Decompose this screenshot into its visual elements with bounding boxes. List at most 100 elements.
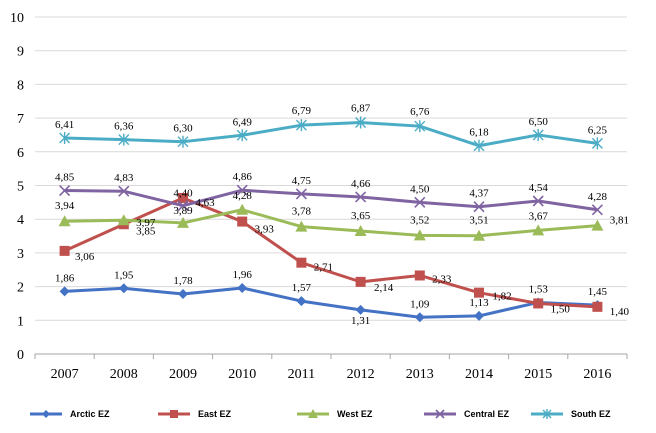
data-point-east-ez — [296, 257, 307, 268]
data-label-arctic-ez: 1,96 — [233, 269, 253, 281]
data-label-central-ez: 4,50 — [410, 183, 430, 195]
data-label-arctic-ez: 1,57 — [292, 282, 312, 294]
data-label-east-ez: 1,40 — [610, 306, 630, 318]
data-point-east-ez — [533, 298, 544, 309]
data-label-arctic-ez: 1,09 — [410, 298, 430, 310]
data-point-west-ez — [295, 220, 308, 232]
legend-label-south-ez: South EZ — [571, 409, 611, 419]
data-point-south-ez — [236, 129, 248, 142]
series-line-arctic-ez — [64, 286, 598, 319]
data-label-west-ez: 3,67 — [529, 210, 549, 222]
x-tick-label: 2016 — [583, 367, 611, 382]
data-label-arctic-ez: 1,13 — [469, 297, 489, 309]
data-point-west-ez — [473, 229, 485, 241]
y-axis-tick-labels: 0 1 2 3 4 5 6 7 8 9 10 — [10, 11, 24, 363]
data-label-central-ez: 4,75 — [292, 175, 312, 187]
y-tick-label: 2 — [17, 281, 24, 296]
data-point-central-ez — [59, 184, 71, 197]
series-lines — [58, 116, 604, 323]
gridlines — [34, 16, 628, 359]
data-label-arctic-ez: 1,86 — [55, 272, 75, 284]
legend-marker-west-ez — [308, 409, 318, 418]
data-point-arctic-ez — [355, 304, 366, 315]
data-point-arctic-ez — [237, 282, 248, 293]
data-point-central-ez — [295, 188, 307, 200]
data-label-south-ez: 6,49 — [233, 116, 253, 128]
data-label-west-ez: 3,52 — [410, 214, 429, 226]
data-point-west-ez — [177, 216, 189, 228]
data-label-central-ez: 4,28 — [588, 191, 608, 203]
data-label-east-ez: 4,63 — [195, 197, 215, 209]
data-point-arctic-ez — [118, 283, 129, 294]
series-line-south-ez — [64, 120, 598, 148]
data-label-central-ez: 4,66 — [351, 178, 371, 190]
data-label-south-ez: 6,76 — [410, 106, 430, 118]
data-label-west-ez: 3,97 — [136, 217, 156, 229]
data-labels: 1,86 1,95 1,78 1,96 1,57 1,31 1,09 1,13 1,53 1,45… — [55, 102, 630, 326]
x-tick-label: 2011 — [288, 367, 315, 382]
data-label-west-ez: 3,89 — [173, 205, 193, 217]
data-point-arctic-ez — [59, 286, 70, 297]
legend-label-central-ez: Central EZ — [464, 409, 510, 419]
data-label-south-ez: 6,41 — [55, 119, 74, 131]
data-point-central-ez — [118, 185, 130, 197]
data-point-east-ez — [237, 216, 248, 227]
data-point-central-ez — [177, 200, 189, 212]
y-tick-label: 6 — [17, 146, 24, 161]
y-tick-label: 4 — [17, 213, 24, 228]
data-label-south-ez: 6,50 — [529, 116, 549, 128]
y-tick-label: 9 — [17, 45, 24, 60]
data-label-east-ez: 2,14 — [374, 282, 394, 294]
data-label-east-ez: 1,82 — [492, 291, 511, 303]
data-point-central-ez — [414, 196, 426, 208]
data-label-east-ez: 3,85 — [136, 225, 156, 237]
data-point-south-ez — [59, 131, 71, 144]
x-tick-label: 2015 — [524, 367, 552, 382]
data-label-arctic-ez: 1,45 — [588, 286, 608, 298]
data-label-south-ez: 6,25 — [588, 124, 608, 136]
data-label-south-ez: 6,87 — [351, 102, 371, 114]
legend-marker-arctic-ez — [42, 410, 50, 418]
y-tick-label: 3 — [17, 247, 24, 262]
legend-label-east-ez: East EZ — [198, 409, 232, 419]
data-point-arctic-ez — [474, 310, 484, 321]
data-point-west-ez — [532, 224, 545, 236]
data-point-south-ez — [355, 116, 367, 129]
data-label-west-ez: 3,65 — [351, 210, 371, 222]
x-tick-label: 2012 — [347, 367, 375, 382]
data-point-arctic-ez — [296, 296, 307, 307]
data-point-west-ez — [236, 203, 249, 215]
data-point-arctic-ez — [178, 289, 188, 300]
data-label-east-ez: 3,06 — [75, 251, 95, 263]
data-label-central-ez: 4,83 — [114, 172, 134, 184]
data-point-central-ez — [532, 195, 544, 207]
data-label-central-ez: 4,37 — [469, 188, 489, 200]
data-label-central-ez: 4,40 — [173, 188, 193, 200]
data-point-central-ez — [591, 204, 603, 216]
x-tick-label: 2013 — [406, 367, 434, 382]
data-point-east-ez — [178, 192, 188, 203]
data-point-west-ez — [591, 219, 604, 231]
data-label-west-ez: 4,28 — [233, 190, 253, 202]
data-point-south-ez — [414, 120, 426, 133]
data-label-west-ez: 3,94 — [55, 200, 75, 212]
data-point-east-ez — [592, 301, 603, 312]
legend: Arctic EZ East EZ West EZ Central EZ South E… — [30, 409, 611, 419]
data-point-central-ez — [473, 201, 485, 213]
legend-marker-central-ez — [435, 409, 445, 419]
data-point-west-ez — [413, 229, 426, 241]
data-label-east-ez: 1,50 — [551, 303, 571, 315]
y-tick-label: 1 — [17, 314, 24, 329]
data-point-west-ez — [354, 224, 367, 236]
y-tick-label: 0 — [17, 348, 24, 363]
data-label-central-ez: 4,86 — [233, 171, 253, 183]
data-label-south-ez: 6,30 — [173, 123, 193, 135]
data-label-arctic-ez: 1,95 — [114, 269, 134, 281]
data-point-west-ez — [58, 215, 71, 227]
data-point-central-ez — [355, 191, 367, 203]
legend-marker-south-ez — [542, 409, 552, 419]
data-point-west-ez — [117, 214, 130, 226]
x-tick-label: 2007 — [51, 367, 79, 382]
x-tick-label: 2009 — [169, 367, 197, 382]
